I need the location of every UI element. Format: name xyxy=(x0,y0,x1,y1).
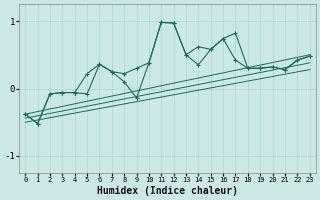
X-axis label: Humidex (Indice chaleur): Humidex (Indice chaleur) xyxy=(97,186,238,196)
